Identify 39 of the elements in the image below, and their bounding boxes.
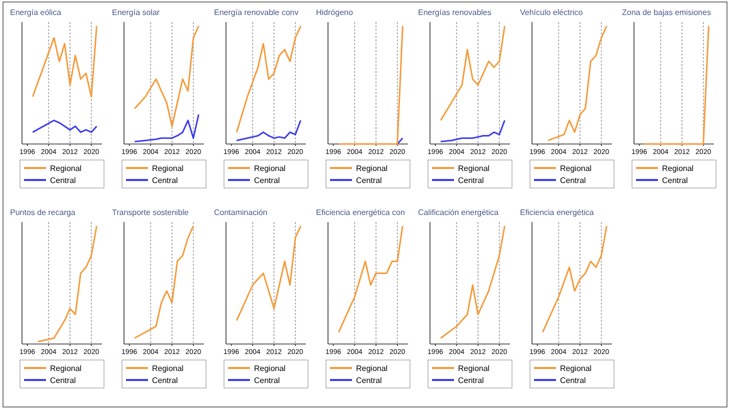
legend-label: Central [458, 376, 484, 385]
chart-title: Zona de bajas emisiones [622, 8, 711, 17]
legend-label: Central [254, 176, 280, 185]
legend-label: Central [560, 176, 586, 185]
legend-label: Central [356, 176, 382, 185]
legend-label: Regional [560, 164, 592, 173]
legend-label: Central [50, 176, 76, 185]
legend-label: Regional [458, 164, 490, 173]
chart-title: Calificación energética [418, 208, 500, 217]
chart-title: Hidrógeno [316, 8, 354, 17]
legend-label: Central [254, 376, 280, 385]
legend-label: Regional [152, 364, 184, 373]
chart-title: Energías renovables [418, 8, 492, 17]
legend-label: Central [356, 376, 382, 385]
legend-label: Regional [662, 164, 694, 173]
legend-label: Central [50, 376, 76, 385]
chart-title: Eficiencia energética con [316, 208, 405, 217]
chart-title: Puntos de recarga [10, 208, 76, 217]
legend-label: Central [152, 376, 178, 385]
legend-label: Regional [254, 364, 286, 373]
legend-label: Regional [152, 164, 184, 173]
chart-title: Energía renovable conv [214, 8, 298, 17]
chart-title: Vehículo eléctrico [520, 8, 584, 17]
legend-label: Regional [560, 364, 592, 373]
legend-label: Regional [458, 364, 490, 373]
legend-label: Central [152, 176, 178, 185]
chart-title: Eficiencia energética [520, 208, 594, 217]
legend-label: Regional [356, 364, 388, 373]
chart-title: Transporte sostenible [112, 208, 190, 217]
chart-title: Energía eólica [10, 8, 62, 17]
legend-label: Regional [50, 364, 82, 373]
legend-label: Central [662, 176, 688, 185]
legend-label: Central [560, 376, 586, 385]
legend-label: Regional [356, 164, 388, 173]
chart-title: Contaminación [214, 208, 268, 217]
legend-label: Central [458, 176, 484, 185]
legend-label: Regional [254, 164, 286, 173]
chart-title: Energía solar [112, 8, 160, 17]
legend-label: Regional [50, 164, 82, 173]
